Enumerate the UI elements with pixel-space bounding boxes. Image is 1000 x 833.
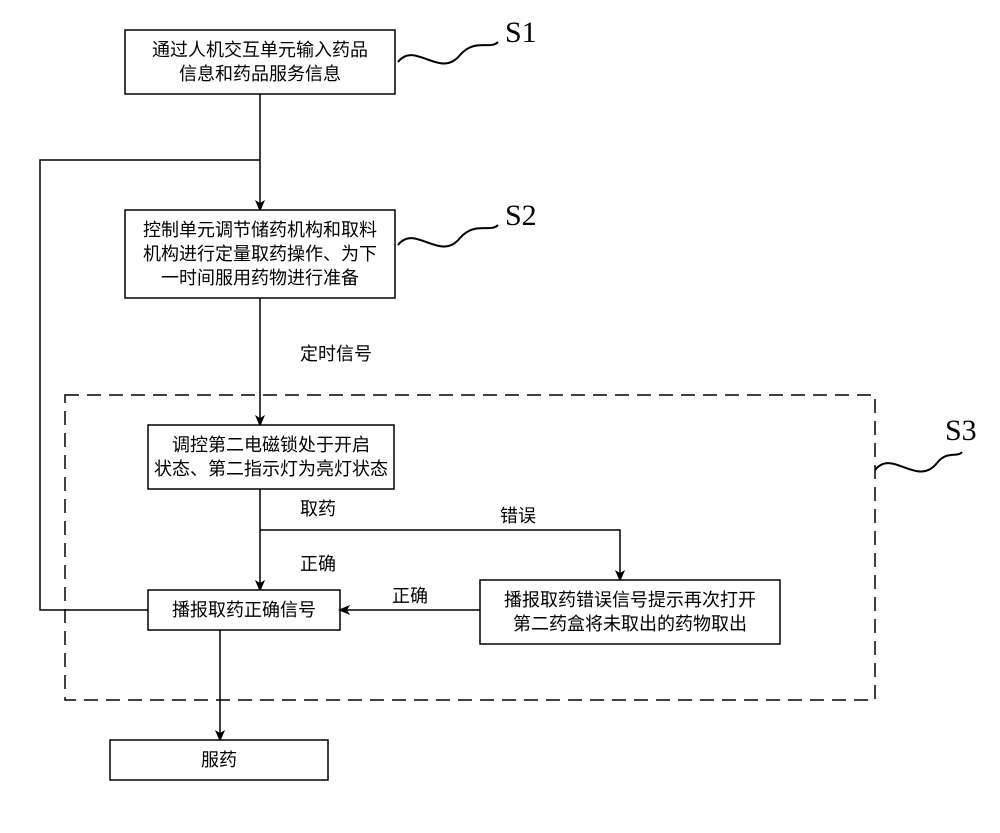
node-s1-line2: 信息和药品服务信息 <box>179 64 341 84</box>
edge-label-correct-mid: 正确 <box>392 586 428 606</box>
node-s2: 控制单元调节储药机构和取料 机构进行定量取药操作、为下 一时间服用药物进行准备 <box>125 210 395 298</box>
node-s4-line1: 服药 <box>201 750 237 770</box>
label-s1: S1 <box>505 16 537 49</box>
edge-label-correct-left: 正确 <box>300 554 336 574</box>
label-s3: S3 <box>945 414 977 447</box>
node-s3a-line1: 调控第二电磁锁处于开启 <box>172 435 370 455</box>
node-s3c-line1: 播报取药错误信号提示再次打开 <box>504 590 756 610</box>
node-s3a-line2: 状态、第二指示灯为亮灯状态 <box>154 459 388 479</box>
label-s2: S2 <box>505 199 537 232</box>
node-s3b-line1: 播报取药正确信号 <box>172 600 316 620</box>
node-s3c-line2: 第二药盒将未取出的药物取出 <box>513 614 747 634</box>
node-s3b: 播报取药正确信号 <box>148 590 340 630</box>
s3-callout-wave <box>875 452 962 472</box>
edge-label-timer: 定时信号 <box>300 344 372 364</box>
node-s1-line1: 通过人机交互单元输入药品 <box>152 40 368 60</box>
node-s4: 服药 <box>110 740 328 780</box>
node-s1: 通过人机交互单元输入药品 信息和药品服务信息 <box>125 30 395 94</box>
edge-label-error: 错误 <box>500 506 536 526</box>
node-s2-line2: 机构进行定量取药操作、为下 <box>143 244 377 264</box>
node-s3a: 调控第二电磁锁处于开启 状态、第二指示灯为亮灯状态 <box>148 425 394 489</box>
node-s2-line1: 控制单元调节储药机构和取料 <box>143 220 377 240</box>
s2-callout-wave <box>398 225 498 247</box>
edge-label-pick: 取药 <box>300 499 336 519</box>
s1-callout-wave <box>398 42 498 64</box>
flowchart-canvas: 通过人机交互单元输入药品 信息和药品服务信息 S1 控制单元调节储药机构和取料 … <box>0 0 1000 833</box>
node-s3c: 播报取药错误信号提示再次打开 第二药盒将未取出的药物取出 <box>480 580 780 644</box>
node-s2-line3: 一时间服用药物进行准备 <box>161 268 359 288</box>
